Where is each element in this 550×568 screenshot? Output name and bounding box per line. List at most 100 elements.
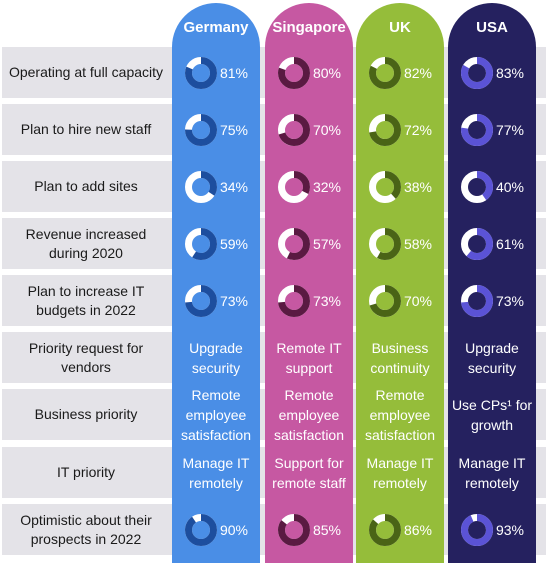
text-cell: Remote employee satisfaction: [180, 386, 252, 443]
percent-label: 83%: [495, 64, 525, 81]
donut-value-arc: [277, 284, 310, 317]
donut-icon: [277, 227, 310, 260]
percent-cell: 40%: [448, 161, 536, 212]
text-cell: Manage IT remotely: [182, 454, 250, 491]
column-header: Singapore: [272, 19, 346, 36]
column-header: Germany: [183, 19, 249, 36]
donut-icon: [460, 227, 493, 260]
percent-cell: 83%: [448, 47, 536, 98]
text-cell: Manage IT remotely: [366, 454, 434, 491]
percent-cell: 90%: [172, 504, 260, 555]
row-label: Plan to add sites: [34, 178, 138, 194]
donut-icon: [277, 284, 310, 317]
donut-icon: [460, 284, 493, 317]
percent-label: 75%: [219, 121, 249, 138]
donut-value-arc: [368, 113, 401, 146]
donut-value-arc: [184, 513, 217, 546]
percent-label: 61%: [495, 235, 525, 252]
donut-icon: [460, 113, 493, 146]
donut-value-arc: [277, 513, 310, 546]
text-cell: Support for remote staff: [272, 454, 346, 491]
row-label: Plan to hire new staff: [20, 121, 152, 137]
donut-icon: [368, 284, 401, 317]
percent-label: 57%: [312, 235, 342, 252]
donut-icon: [184, 113, 217, 146]
donut-value-arc: [368, 284, 401, 317]
percent-cell: 32%: [265, 161, 353, 212]
donut-value-arc: [368, 170, 401, 203]
column-uk: UK: [356, 3, 444, 563]
donut-icon: [184, 227, 217, 260]
percent-label: 73%: [495, 292, 525, 309]
text-cell: Business continuity: [370, 339, 430, 376]
donut-icon: [368, 56, 401, 89]
text-cell: Manage IT remotely: [458, 454, 526, 491]
donut-value-arc: [460, 56, 493, 89]
percent-label: 38%: [403, 178, 433, 195]
text-cell: Remote IT support: [276, 339, 342, 376]
row-label: IT priority: [56, 464, 116, 480]
percent-cell: 93%: [448, 504, 536, 555]
row-label: Operating at full capacity: [8, 64, 164, 80]
text-cell: Remote employee satisfaction: [273, 386, 345, 443]
donut-icon: [460, 170, 493, 203]
text-cell: Use CPs¹ for growth: [451, 396, 533, 433]
donut-value-arc: [184, 170, 217, 203]
donut-icon: [460, 56, 493, 89]
percent-cell: 61%: [448, 218, 536, 269]
percent-label: 58%: [403, 235, 433, 252]
column-singapore: Singapore: [265, 3, 353, 563]
percent-cell: 81%: [172, 47, 260, 98]
percent-cell: 73%: [448, 275, 536, 326]
percent-label: 59%: [219, 235, 249, 252]
percent-cell: 70%: [356, 275, 444, 326]
column-usa: USA: [448, 3, 536, 563]
text-cell: Upgrade security: [189, 339, 243, 376]
percent-label: 72%: [403, 121, 433, 138]
column-header: USA: [476, 19, 508, 36]
percent-label: 73%: [219, 292, 249, 309]
percent-cell: 85%: [265, 504, 353, 555]
donut-value-arc: [277, 227, 310, 260]
donut-value-arc: [184, 284, 217, 317]
donut-icon: [277, 113, 310, 146]
percent-label: 90%: [219, 521, 249, 538]
percent-cell: 70%: [265, 104, 353, 155]
text-cell: Remote employee satisfaction: [364, 386, 436, 443]
donut-icon: [277, 513, 310, 546]
donut-value-arc: [277, 56, 310, 89]
donut-icon: [368, 227, 401, 260]
donut-icon: [184, 284, 217, 317]
percent-cell: 57%: [265, 218, 353, 269]
donut-icon: [368, 113, 401, 146]
donut-icon: [184, 56, 217, 89]
donut-value-arc: [460, 284, 493, 317]
donut-value-arc: [277, 113, 310, 146]
donut-value-arc: [460, 113, 493, 146]
percent-cell: 80%: [265, 47, 353, 98]
donut-icon: [184, 513, 217, 546]
donut-icon: [277, 170, 310, 203]
donut-value-arc: [184, 113, 217, 146]
row-label: Plan to increase IT budgets in 2022: [27, 282, 145, 318]
donut-value-arc: [277, 170, 310, 203]
percent-cell: 58%: [356, 218, 444, 269]
percent-label: 40%: [495, 178, 525, 195]
percent-cell: 82%: [356, 47, 444, 98]
donut-icon: [368, 513, 401, 546]
percent-cell: 77%: [448, 104, 536, 155]
column-germany: Germany: [172, 3, 260, 563]
text-cell: Upgrade security: [465, 339, 519, 376]
percent-cell: 73%: [265, 275, 353, 326]
percent-label: 70%: [312, 121, 342, 138]
donut-icon: [184, 170, 217, 203]
percent-cell: 75%: [172, 104, 260, 155]
percent-label: 93%: [495, 521, 525, 538]
row-label: Priority request for vendors: [28, 339, 144, 375]
donut-value-arc: [184, 56, 217, 89]
percent-label: 85%: [312, 521, 342, 538]
donut-icon: [460, 513, 493, 546]
donut-icon: [277, 56, 310, 89]
column-header: UK: [389, 19, 411, 36]
